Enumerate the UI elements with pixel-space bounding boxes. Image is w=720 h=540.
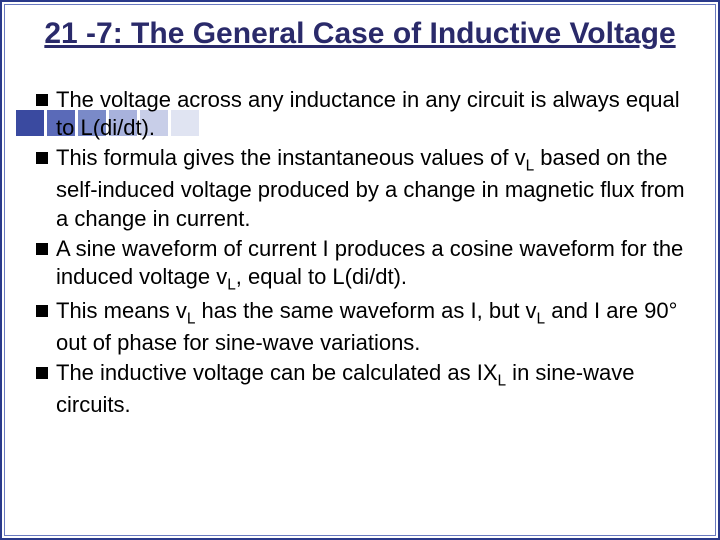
bullet-marker	[36, 367, 48, 379]
list-item: This means vL has the same waveform as I…	[36, 297, 694, 357]
bullet-text: A sine waveform of current I produces a …	[56, 235, 694, 295]
bullet-text: This formula gives the instantaneous val…	[56, 144, 694, 232]
slide-title: 21 -7: The General Case of Inductive Vol…	[2, 2, 718, 58]
bullet-text: The inductive voltage can be calculated …	[56, 359, 694, 419]
list-item: The inductive voltage can be calculated …	[36, 359, 694, 419]
bullet-marker	[36, 94, 48, 106]
bullet-marker	[36, 152, 48, 164]
list-item: The voltage across any inductance in any…	[36, 86, 694, 142]
bullet-text: This means vL has the same waveform as I…	[56, 297, 694, 357]
bullet-text: The voltage across any inductance in any…	[56, 86, 694, 142]
bullet-marker	[36, 243, 48, 255]
bullet-marker	[36, 305, 48, 317]
list-item: A sine waveform of current I produces a …	[36, 235, 694, 295]
list-item: This formula gives the instantaneous val…	[36, 144, 694, 232]
bullet-list: The voltage across any inductance in any…	[2, 58, 718, 420]
